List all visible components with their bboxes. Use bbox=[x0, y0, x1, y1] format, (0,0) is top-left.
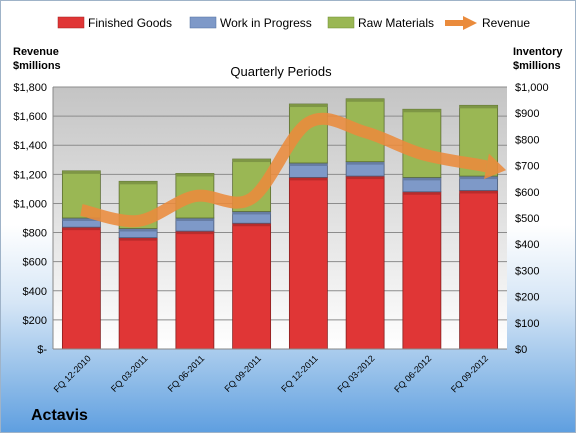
right-tick-label: $900 bbox=[515, 108, 539, 120]
left-tick-label: $1,000 bbox=[13, 198, 47, 210]
category-label: FQ 12-2011 bbox=[279, 353, 320, 394]
revenue-line-path bbox=[79, 112, 488, 228]
category-label: FQ 06-2012 bbox=[392, 353, 433, 394]
legend-label-raw-materials: Raw Materials bbox=[358, 16, 434, 30]
right-tick-label: $600 bbox=[515, 187, 539, 199]
revenue-line bbox=[79, 112, 507, 228]
left-tick-label: $800 bbox=[23, 228, 47, 240]
bar-segment-top-edge bbox=[346, 161, 385, 165]
left-tick-label: $1,800 bbox=[13, 82, 47, 94]
bar-finished-goods bbox=[232, 222, 272, 350]
bar-segment-top-edge bbox=[119, 237, 158, 241]
bar-segment-top-edge bbox=[232, 211, 271, 215]
right-tick-label: $700 bbox=[515, 161, 539, 173]
bar-segment-top-edge bbox=[459, 176, 498, 180]
right-tick-label: $800 bbox=[515, 134, 539, 146]
left-axis-title-line1: Revenue bbox=[13, 46, 59, 58]
bar-segment-top-edge bbox=[62, 218, 101, 221]
right-tick-label: $200 bbox=[515, 292, 539, 304]
right-axis-title-line2: $millions bbox=[513, 60, 561, 72]
category-label: FQ 03-2012 bbox=[336, 353, 377, 394]
right-tick-label: $400 bbox=[515, 239, 539, 251]
left-axis-title-line2: $millions bbox=[13, 60, 61, 72]
legend-label-work-in-progress: Work in Progress bbox=[220, 16, 312, 30]
left-tick-label: $200 bbox=[23, 315, 47, 327]
left-tick-label: $- bbox=[37, 344, 47, 356]
bar-segment-top-edge bbox=[289, 177, 328, 181]
bar-segment-top-edge bbox=[175, 231, 214, 235]
category-label: FQ 09-2012 bbox=[449, 353, 490, 394]
revenue-arrowhead bbox=[484, 153, 507, 180]
legend-label-revenue: Revenue bbox=[482, 16, 530, 30]
left-axis: $- $200 $400 $600 $800 $1,000 $1,200 $1,400 $1,6… bbox=[13, 82, 47, 356]
bar-segment-top-edge bbox=[402, 177, 441, 181]
right-tick-label: $500 bbox=[515, 213, 539, 225]
bar-segment-top-edge bbox=[62, 227, 101, 231]
bar-segment-top-edge bbox=[289, 162, 328, 166]
right-axis-title-line1: Inventory bbox=[513, 46, 563, 58]
left-tick-label: $600 bbox=[23, 257, 47, 269]
left-tick-label: $400 bbox=[23, 286, 47, 298]
right-tick-label: $0 bbox=[515, 344, 527, 356]
bars bbox=[61, 98, 499, 350]
category-label: FQ 03-2011 bbox=[109, 353, 150, 394]
bar-segment-top-edge bbox=[175, 218, 214, 221]
category-label: FQ 12-2010 bbox=[52, 353, 93, 394]
bar-segment-top-edge bbox=[459, 105, 498, 109]
bar-segment-top-edge bbox=[62, 170, 101, 174]
company-name: Actavis bbox=[31, 407, 88, 424]
bar-finished-goods bbox=[402, 191, 442, 350]
bar-segment-top-edge bbox=[402, 109, 441, 113]
chart-title: Quarterly Periods bbox=[230, 64, 332, 79]
bar-finished-goods bbox=[175, 230, 215, 350]
legend: Finished Goods Work in Progress Raw Mate… bbox=[57, 16, 530, 30]
category-label: FQ 06-2011 bbox=[166, 353, 207, 394]
legend-swatch-raw-materials bbox=[327, 16, 355, 29]
bar-segment-top-edge bbox=[459, 190, 498, 194]
right-axis: $0 $100 $200 $300 $400 $500 $600 $700 $800 $900 $1… bbox=[515, 82, 549, 356]
bar-finished-goods bbox=[118, 237, 158, 350]
bar-segment-top-edge bbox=[402, 191, 441, 195]
left-tick-label: $1,600 bbox=[13, 111, 47, 123]
bar-segment-top-edge bbox=[346, 98, 385, 102]
bar-segment-top-edge bbox=[175, 173, 214, 177]
bar-segment-top-edge bbox=[232, 159, 271, 163]
right-tick-label: $300 bbox=[515, 265, 539, 277]
category-axis: FQ 12-2010 FQ 03-2011 FQ 06-2011 FQ 09-2011… bbox=[52, 353, 490, 394]
bar-finished-goods bbox=[459, 190, 499, 350]
right-tick-label: $100 bbox=[515, 318, 539, 330]
bar-segment-top-edge bbox=[232, 223, 271, 227]
legend-swatch-revenue bbox=[445, 16, 477, 30]
left-tick-label: $1,400 bbox=[13, 140, 47, 152]
bar-segment-top-edge bbox=[119, 181, 158, 185]
right-tick-label: $1,000 bbox=[515, 82, 549, 94]
bar-finished-goods bbox=[288, 176, 328, 350]
left-tick-label: $1,200 bbox=[13, 169, 47, 181]
legend-swatch-work-in-progress bbox=[189, 16, 217, 29]
bar-finished-goods bbox=[61, 226, 101, 350]
bar-finished-goods bbox=[345, 175, 385, 350]
legend-swatch-finished-goods bbox=[57, 16, 85, 29]
category-label: FQ 09-2011 bbox=[222, 353, 263, 394]
bar-segment-top-edge bbox=[289, 104, 328, 108]
bar-segment-top-edge bbox=[346, 176, 385, 180]
legend-label-finished-goods: Finished Goods bbox=[88, 16, 172, 30]
bar-segment-top-edge bbox=[119, 228, 158, 232]
